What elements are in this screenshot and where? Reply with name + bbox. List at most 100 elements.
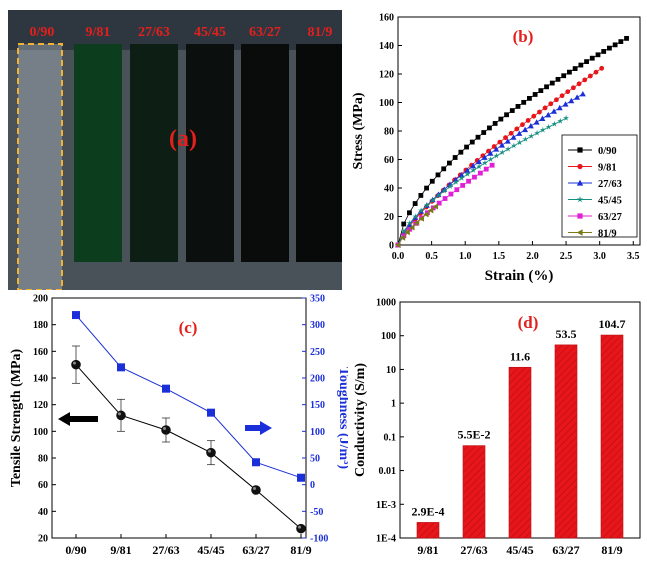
x-tick-label-b: 3.5 bbox=[627, 251, 640, 262]
data-point bbox=[554, 97, 559, 103]
data-point bbox=[601, 49, 607, 54]
y-tick-label-left-c: 20 bbox=[38, 534, 48, 545]
data-point bbox=[472, 174, 477, 180]
bars-d: 2.9E-4 5.5E-2 11.6 53.5 104.7 bbox=[412, 317, 626, 539]
legend-label: 0/90 bbox=[598, 146, 617, 157]
y-axis-title-d: Conductivity (S/m) bbox=[353, 363, 368, 477]
series-toughness bbox=[72, 311, 305, 482]
data-point bbox=[525, 118, 531, 123]
y-tick-label-left-c: 120 bbox=[33, 400, 48, 411]
data-point bbox=[521, 99, 527, 105]
data-point bbox=[527, 122, 534, 129]
x-tick-label-c: 9/81 bbox=[110, 543, 131, 557]
data-point bbox=[576, 81, 582, 87]
data-point bbox=[448, 191, 454, 197]
data-point bbox=[476, 163, 483, 170]
data-point bbox=[493, 152, 500, 159]
data-point bbox=[599, 65, 605, 71]
y-tick-label-left-c: 60 bbox=[38, 480, 48, 491]
y-tick-label-left-c: 160 bbox=[33, 347, 48, 358]
data-point-highlight bbox=[208, 449, 211, 453]
y-tick-label-b: 160 bbox=[379, 13, 394, 24]
sample-label: 27/63 bbox=[138, 25, 170, 40]
data-point bbox=[407, 210, 412, 216]
data-point bbox=[520, 122, 525, 128]
data-point bbox=[413, 219, 420, 226]
y-tick-label-right-c: 250 bbox=[310, 347, 325, 358]
data-point bbox=[296, 523, 306, 534]
data-point bbox=[574, 94, 581, 100]
sample-strips bbox=[17, 43, 344, 291]
series-81-9 bbox=[395, 203, 439, 248]
x-tick-label-b: 2.0 bbox=[526, 251, 539, 262]
sample-strip bbox=[241, 44, 289, 262]
data-point bbox=[565, 89, 571, 95]
y-tick-label-d: 1 bbox=[391, 399, 396, 410]
data-point bbox=[477, 170, 483, 176]
data-point bbox=[470, 167, 477, 173]
sample-strip bbox=[74, 44, 122, 262]
data-point bbox=[514, 126, 520, 132]
y-tick-label-b: 140 bbox=[379, 41, 394, 52]
legend-marker bbox=[576, 229, 583, 236]
data-point bbox=[493, 146, 500, 152]
data-point bbox=[475, 158, 482, 165]
sample-label: 9/81 bbox=[86, 25, 111, 40]
legend-label: 9/81 bbox=[598, 163, 617, 174]
data-point bbox=[401, 221, 407, 227]
panel-label-b: (b) bbox=[513, 27, 534, 46]
x-tick-label-c: 0/90 bbox=[65, 543, 86, 557]
x-tick-label-d: 63/27 bbox=[552, 543, 579, 557]
data-point bbox=[464, 170, 471, 177]
data-point-highlight bbox=[298, 525, 301, 529]
y-tick-label-left-c: 40 bbox=[38, 507, 48, 518]
bar bbox=[416, 522, 440, 539]
data-point bbox=[498, 142, 505, 148]
x-tick-label-c: 45/45 bbox=[197, 543, 224, 557]
data-point bbox=[567, 69, 572, 75]
photo-top-strip bbox=[8, 10, 342, 50]
data-point bbox=[399, 234, 406, 241]
y-tick-label-right-c: -100 bbox=[310, 534, 328, 545]
data-point bbox=[537, 109, 542, 115]
bar bbox=[600, 334, 624, 539]
y-tick-label-left-c: 140 bbox=[33, 374, 48, 385]
series-27-63 bbox=[395, 90, 586, 248]
photo-svg: 0/90 9/81 27/63 45/45 63/27 81/9 (a) bbox=[8, 10, 344, 291]
sample-strip bbox=[186, 44, 234, 262]
x-tick-label-d: 45/45 bbox=[506, 543, 533, 557]
data-point bbox=[481, 130, 487, 135]
data-point bbox=[406, 220, 413, 226]
bar-value-label: 11.6 bbox=[510, 349, 530, 363]
y-tick-label-b: 120 bbox=[379, 70, 394, 81]
y-tick-label-right-c: 0 bbox=[310, 480, 315, 491]
data-point bbox=[447, 183, 454, 189]
data-point bbox=[522, 136, 529, 142]
data-point bbox=[407, 226, 413, 232]
data-point bbox=[71, 359, 81, 370]
y-tick-label-right-c: 50 bbox=[310, 454, 320, 465]
sample-label: 81/9 bbox=[308, 25, 333, 40]
x-tick-label-c: 27/63 bbox=[152, 543, 179, 557]
data-point bbox=[116, 410, 126, 421]
data-point bbox=[612, 42, 618, 48]
data-point bbox=[162, 384, 170, 393]
right-axis-arrow-icon bbox=[245, 421, 272, 435]
data-point bbox=[423, 202, 431, 208]
data-point bbox=[481, 154, 488, 160]
data-point bbox=[72, 311, 80, 320]
data-point bbox=[503, 135, 508, 141]
sample-label: 45/45 bbox=[194, 25, 226, 40]
data-point bbox=[409, 224, 415, 231]
data-point bbox=[251, 485, 261, 495]
legend-label: 45/45 bbox=[598, 196, 622, 207]
data-point bbox=[504, 138, 511, 144]
x-tick-label-b: 0.5 bbox=[425, 251, 438, 262]
data-point bbox=[509, 108, 515, 113]
x-axis-title-b: Strain (%) bbox=[485, 268, 554, 284]
data-point bbox=[561, 73, 567, 79]
y-tick-label-right-c: 100 bbox=[310, 427, 325, 438]
data-point bbox=[584, 59, 589, 65]
data-point bbox=[572, 66, 578, 71]
data-point bbox=[395, 242, 401, 248]
